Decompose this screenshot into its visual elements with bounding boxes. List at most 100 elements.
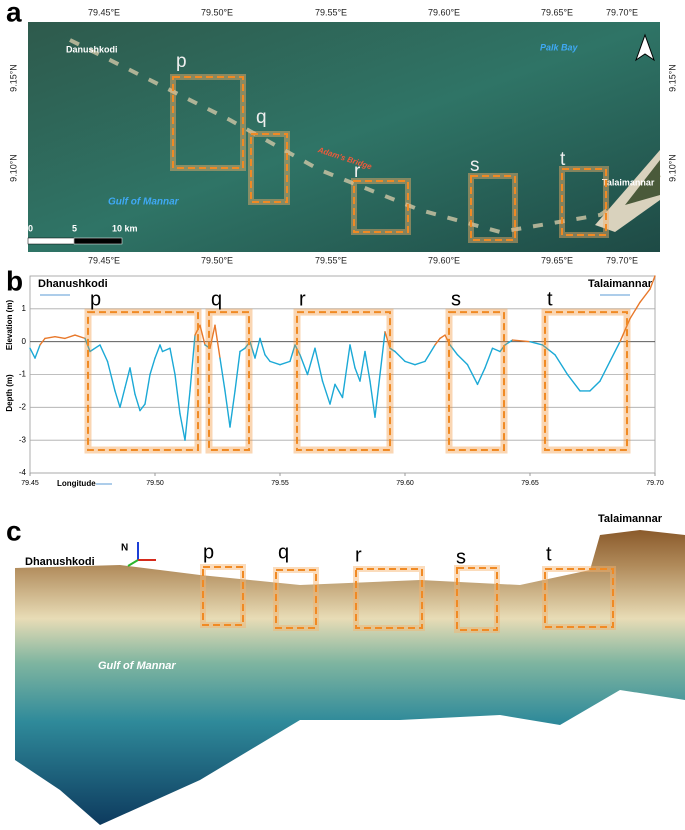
profile-segment <box>106 360 116 392</box>
profile-segment <box>299 354 309 376</box>
lon-label: 79.45°E <box>88 7 120 17</box>
profile-segment <box>249 340 256 359</box>
profile-segment <box>129 367 136 395</box>
profile-segment <box>199 324 206 346</box>
terrain <box>15 530 685 825</box>
panel-b: b Dhanushkodi Talaimannar Elevation (m) … <box>5 265 664 488</box>
profile-segment <box>456 354 469 366</box>
profile-segment <box>161 347 171 353</box>
profile-segment <box>334 383 344 399</box>
profile-segment <box>289 344 296 363</box>
y-tick-label: 0 <box>22 337 27 346</box>
x-tick-label: 79.55 <box>271 480 289 487</box>
profile-segment <box>194 324 201 336</box>
end-label: Talaimannar <box>588 278 653 290</box>
profile-segment <box>144 373 151 405</box>
place-label: Gulf of Mannar <box>98 660 176 672</box>
box <box>456 567 498 631</box>
profile-segment <box>279 360 291 366</box>
profile-segment <box>424 344 436 363</box>
region-box <box>87 311 199 452</box>
profile-segment <box>639 288 651 303</box>
land <box>595 150 660 232</box>
lon-label: 79.60°E <box>428 7 460 17</box>
box <box>561 168 607 236</box>
end-label: Dhanushkodi <box>25 556 95 568</box>
profile-segment <box>306 347 316 376</box>
lon-label: 79.45°E <box>88 255 120 265</box>
profile-segment <box>254 337 261 359</box>
profile-segment <box>349 344 356 369</box>
profile-segment <box>124 367 131 389</box>
y-tick-label: -1 <box>19 370 27 379</box>
profile-segment <box>511 339 531 343</box>
profile-segment <box>29 347 36 359</box>
lat-label: 9.15°N <box>667 64 677 92</box>
profile-segment <box>159 344 164 353</box>
profile-segment <box>629 301 641 320</box>
lat-label: 9.15°N <box>8 64 18 92</box>
lat-label: 9.10°N <box>8 154 18 182</box>
profile-segment <box>39 337 46 346</box>
region-glow <box>293 308 394 454</box>
box-label: q <box>278 541 289 563</box>
profile-segment <box>154 344 161 359</box>
lon-label: 79.65°E <box>541 7 573 17</box>
profile-segment <box>466 363 479 386</box>
profile-segment <box>529 340 544 346</box>
panel-label: c <box>6 515 22 546</box>
profile-segment <box>589 380 601 392</box>
box-label: q <box>256 107 267 128</box>
profile-segment <box>394 350 406 363</box>
y-tick-label: -4 <box>19 468 27 477</box>
profile-segment <box>619 317 631 343</box>
profile-segment <box>649 275 656 290</box>
region-box <box>208 311 250 452</box>
profile-segment <box>229 390 236 428</box>
region-box <box>448 311 505 452</box>
profile-segment <box>359 350 366 382</box>
profile-segment <box>414 360 426 366</box>
box <box>353 180 409 233</box>
region-box <box>544 311 628 452</box>
y-tick-label: -2 <box>19 402 27 411</box>
profile-segment <box>114 390 121 409</box>
y-tick-label: 1 <box>22 304 27 313</box>
profile-segment <box>434 337 441 346</box>
panel-c: c Dhanushkodi Talaimannar N Gulf of Mann… <box>6 513 685 825</box>
profile-segment <box>34 344 41 359</box>
profile-segment <box>74 334 86 340</box>
profile-segment <box>264 354 271 363</box>
region-label: t <box>547 288 553 310</box>
profile-segment <box>149 357 156 376</box>
x-tick-label: 79.50 <box>146 480 164 487</box>
scale-bar <box>73 237 123 245</box>
profile-segment <box>491 347 501 353</box>
scale-bar <box>27 237 75 245</box>
box-label: r <box>354 161 361 182</box>
profile-segment <box>374 373 381 418</box>
profile-segment <box>439 334 446 340</box>
profile-segment <box>219 357 226 392</box>
lon-label: 79.50°E <box>201 255 233 265</box>
y-label: Elevation (m) <box>5 300 14 351</box>
panel-label: a <box>6 0 22 27</box>
box-label: p <box>203 541 214 563</box>
box <box>202 566 244 626</box>
box <box>470 175 516 241</box>
shoals <box>69 38 662 235</box>
profile-segment <box>369 380 376 418</box>
box <box>275 569 317 629</box>
profile-segment <box>259 337 266 356</box>
profile-segment <box>209 324 216 349</box>
land <box>625 160 660 205</box>
profile-segment <box>214 324 221 359</box>
box <box>250 133 288 203</box>
profile-segment <box>364 350 371 382</box>
north-arrow <box>635 33 655 62</box>
profile-segment <box>404 360 416 366</box>
scale-label: 5 <box>72 223 77 233</box>
box-label: t <box>546 543 552 565</box>
profile-segment <box>449 344 459 356</box>
